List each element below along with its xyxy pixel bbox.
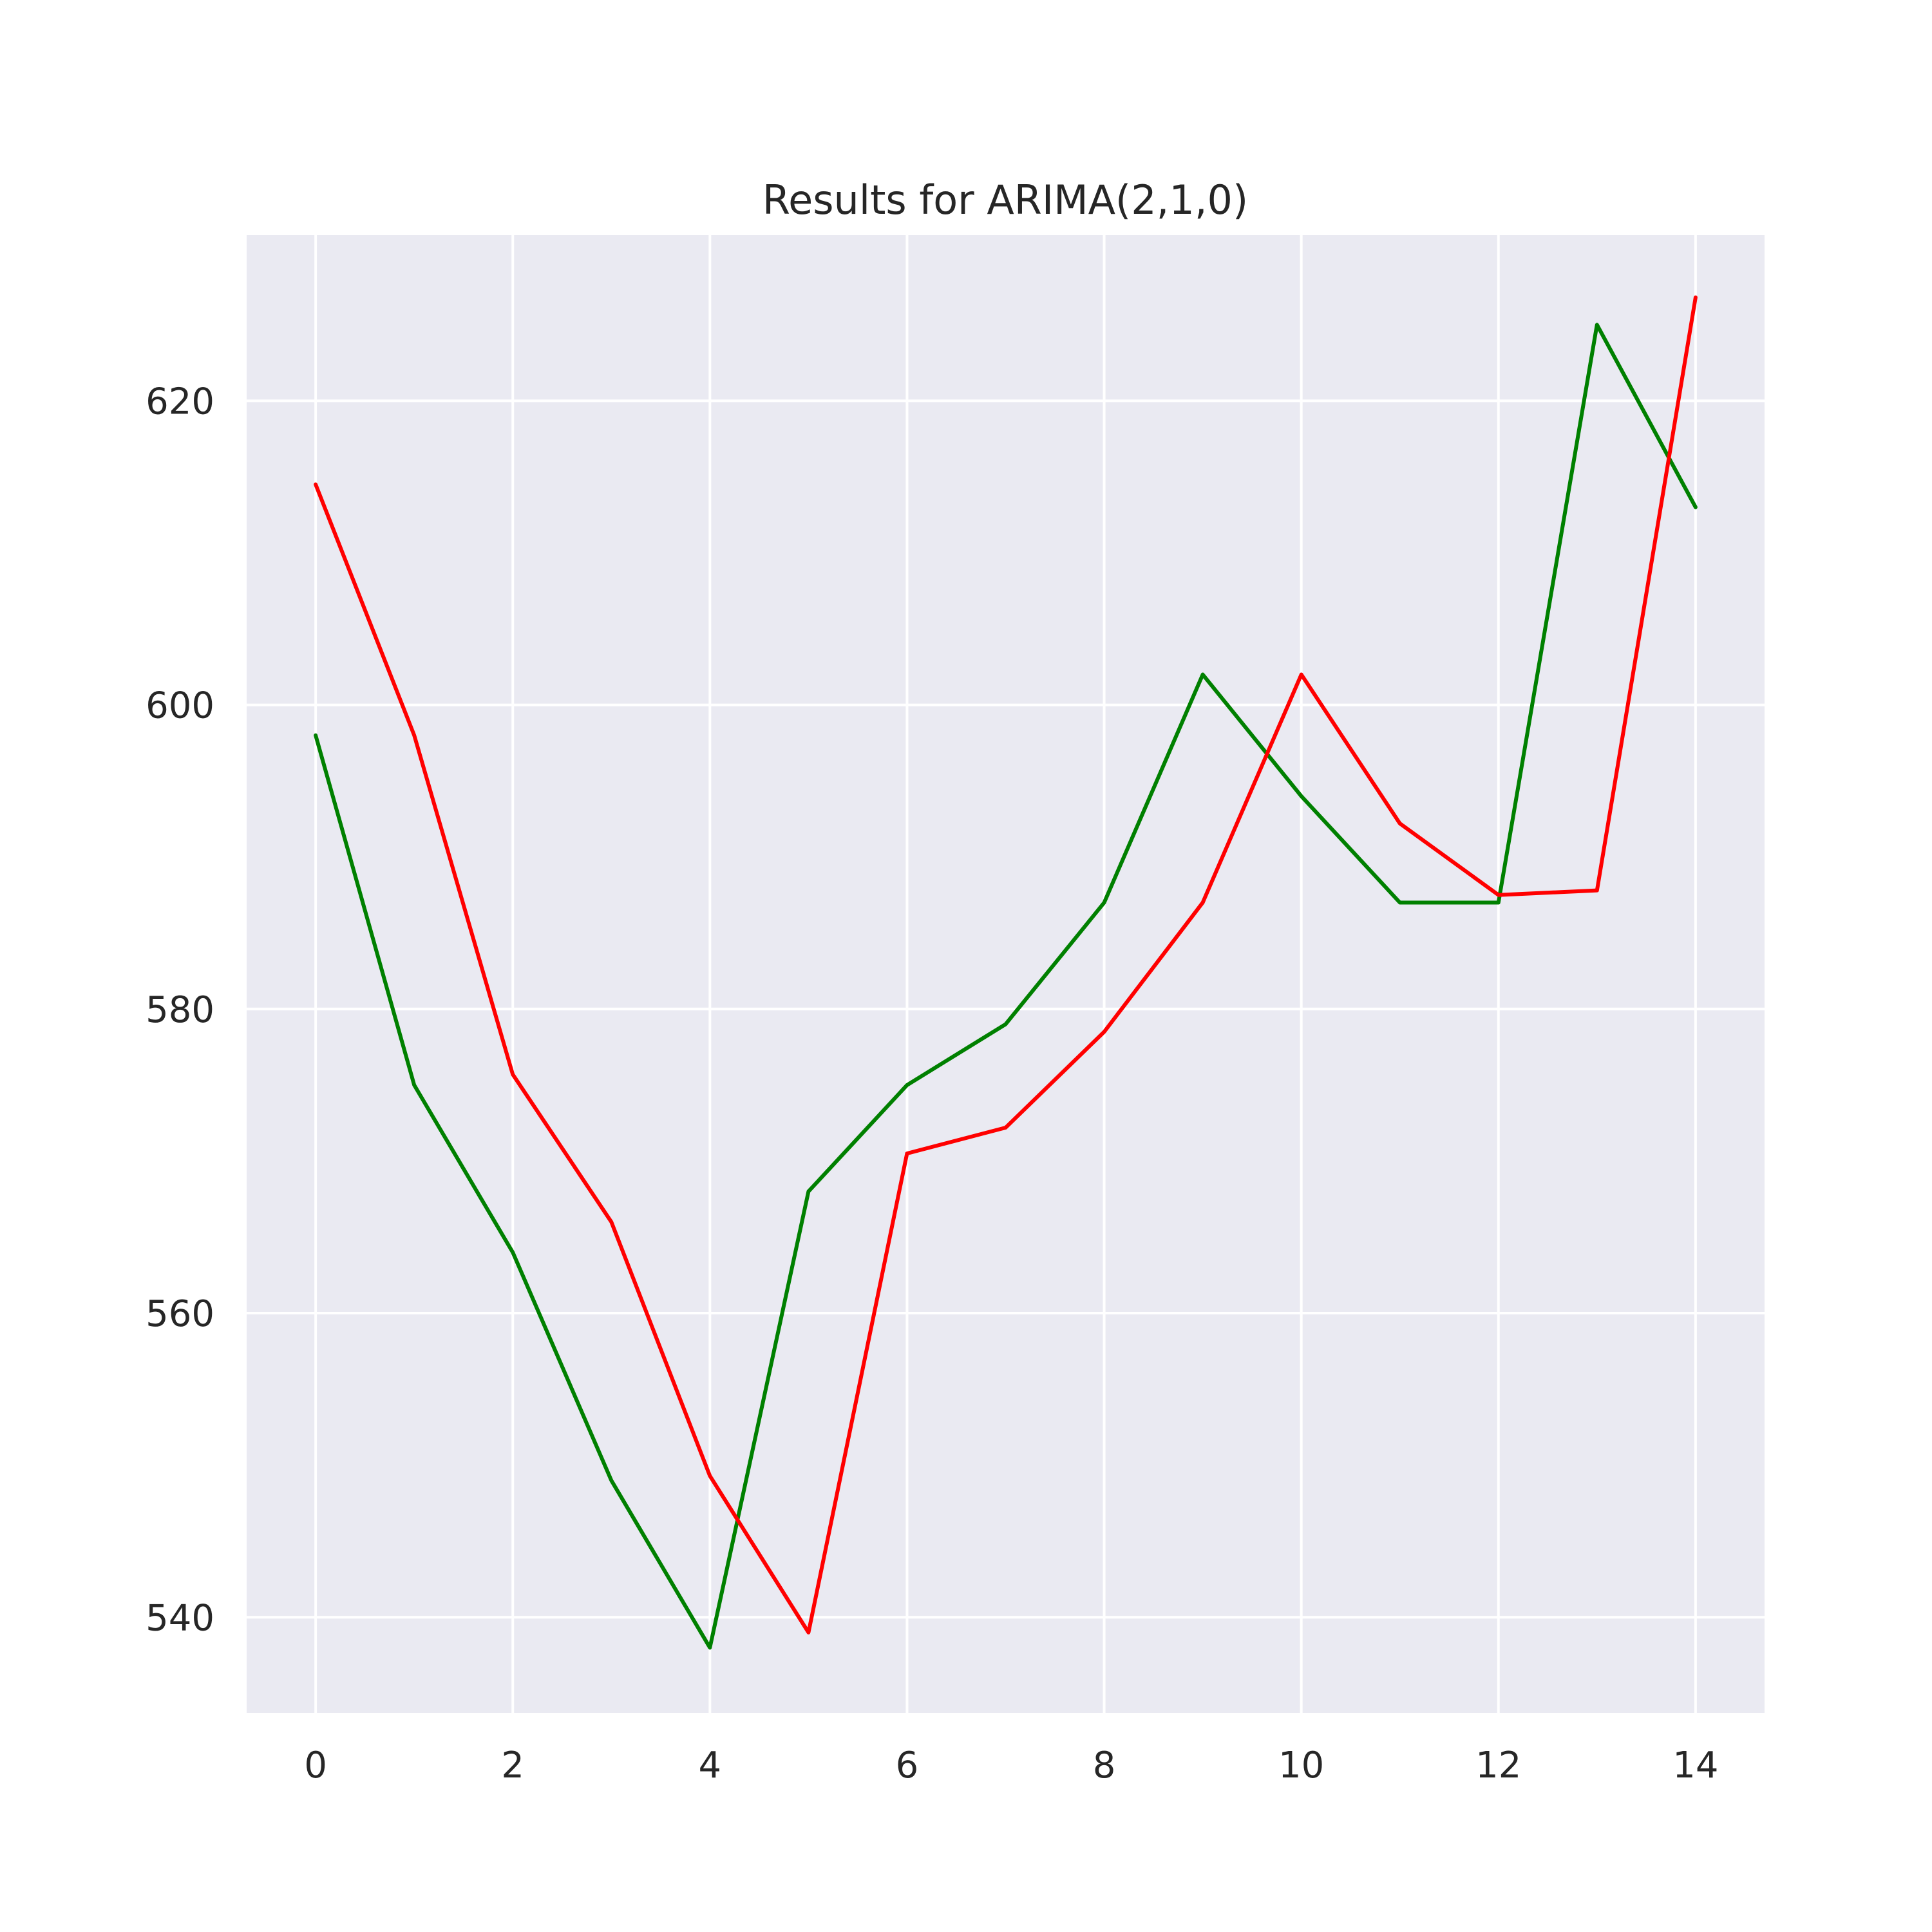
chart-title: Results for ARIMA(2,1,0) <box>762 176 1248 223</box>
x-tick-label: 0 <box>304 1745 327 1786</box>
x-axis-ticks: 0 2 4 6 8 10 12 14 <box>304 1745 1718 1786</box>
series-layer <box>314 295 1698 1650</box>
x-tick-label: 6 <box>896 1745 919 1786</box>
x-tick-label: 2 <box>501 1745 524 1786</box>
x-tick-label: 14 <box>1672 1745 1718 1786</box>
y-tick-label: 620 <box>146 381 214 422</box>
y-tick-label: 580 <box>146 989 214 1031</box>
x-tick-label: 12 <box>1475 1745 1521 1786</box>
grid <box>247 235 1765 1713</box>
series-line-1 <box>314 323 1698 1650</box>
plot-area <box>247 235 1765 1713</box>
y-axis-ticks: 540 560 580 600 620 <box>146 381 214 1639</box>
y-tick-label: 540 <box>146 1597 214 1639</box>
y-tick-label: 600 <box>146 685 214 727</box>
series-line-2 <box>314 295 1698 1634</box>
x-tick-label: 4 <box>699 1745 722 1786</box>
x-tick-label: 8 <box>1093 1745 1116 1786</box>
y-tick-label: 560 <box>146 1293 214 1335</box>
x-tick-label: 10 <box>1278 1745 1324 1786</box>
